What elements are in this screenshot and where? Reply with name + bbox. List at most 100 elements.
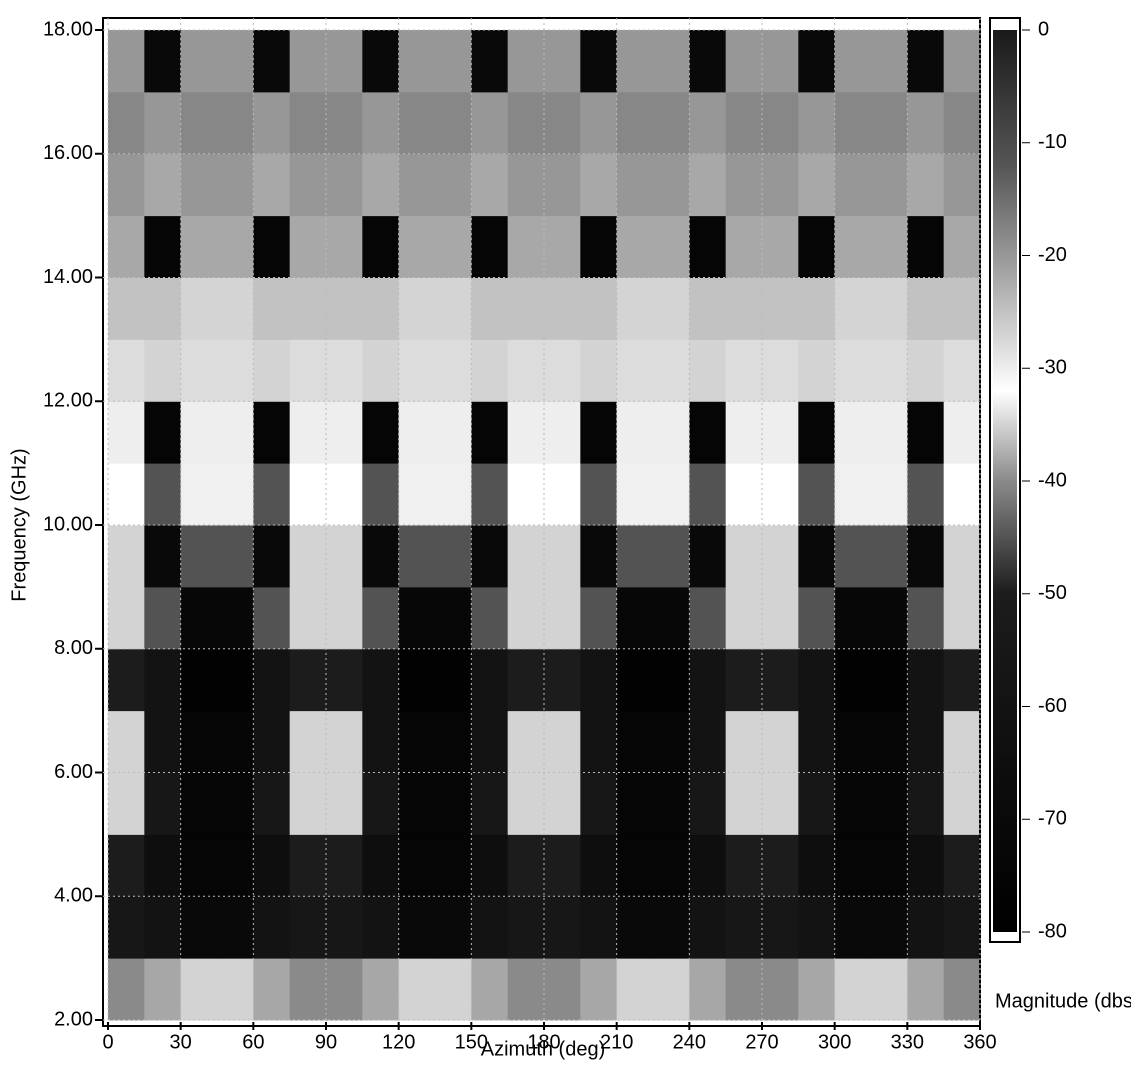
heatmap-cell: [362, 30, 400, 93]
heatmap-cell: [762, 91, 799, 155]
heatmap-cell: [471, 401, 509, 464]
heatmap-cell: [507, 834, 545, 897]
heatmap-cell: [471, 525, 509, 588]
heatmap-cell: [326, 834, 363, 897]
heatmap-cell: [544, 648, 581, 712]
colorbar-tick-label: -60: [1038, 695, 1067, 717]
heatmap-cell: [871, 339, 908, 402]
heatmap-cell: [180, 525, 218, 588]
heatmap-cell: [943, 896, 981, 959]
colorbar-tick-label: 0: [1038, 18, 1049, 40]
heatmap-cell: [180, 277, 218, 340]
heatmap-cell: [253, 772, 291, 835]
heatmap-cell: [398, 277, 436, 340]
y-tick-label: 8.00: [54, 637, 93, 659]
heatmap-cell: [907, 30, 945, 93]
heatmap-cell: [144, 834, 182, 897]
heatmap-cell: [289, 463, 327, 526]
heatmap-cell: [144, 958, 182, 1021]
heatmap-cell: [217, 30, 254, 93]
heatmap-cell: [435, 586, 472, 650]
heatmap-cell: [725, 525, 763, 588]
heatmap-cell: [616, 710, 654, 773]
heatmap-cell: [144, 339, 182, 402]
heatmap-cell: [253, 401, 291, 464]
heatmap-cell: [580, 958, 618, 1021]
heatmap-cell: [217, 586, 254, 650]
heatmap-cell: [616, 153, 654, 217]
heatmap-cell: [471, 958, 509, 1021]
heatmap-cell: [253, 463, 291, 526]
heatmap-cell: [507, 277, 545, 340]
heatmap-cell: [580, 525, 618, 588]
heatmap-cell: [580, 463, 618, 526]
heatmap-cell: [144, 91, 182, 155]
heatmap-cell: [471, 215, 509, 278]
heatmap-cell: [362, 463, 400, 526]
heatmap-cell: [943, 91, 981, 155]
heatmap-cell: [471, 896, 509, 959]
heatmap-cell: [326, 896, 363, 959]
x-tick-label: 30: [170, 1031, 192, 1053]
heatmap-cell: [253, 586, 291, 650]
heatmap-cell: [507, 30, 545, 93]
heatmap-cell: [108, 339, 145, 402]
heatmap-cell: [762, 153, 799, 217]
heatmap-cell: [616, 896, 654, 959]
heatmap-cell: [580, 648, 618, 712]
heatmap-cell: [871, 30, 908, 93]
heatmap-cell: [471, 30, 509, 93]
heatmap-cell: [871, 463, 908, 526]
colorbar-tick-label: -40: [1038, 469, 1067, 491]
heatmap-cell: [144, 153, 182, 217]
heatmap-cell: [108, 896, 145, 959]
heatmap-cell: [616, 834, 654, 897]
heatmap-cell: [362, 339, 400, 402]
x-axis-label: Azimuth (deg): [481, 1038, 606, 1060]
x-tick-label: 60: [242, 1031, 264, 1053]
y-tick-label: 2.00: [54, 1008, 93, 1030]
heatmap-cell: [362, 710, 400, 773]
heatmap-cell: [871, 586, 908, 650]
heatmap-cell: [689, 463, 727, 526]
heatmap-cell: [253, 215, 291, 278]
heatmap-cell: [725, 153, 763, 217]
heatmap-cell: [943, 153, 981, 217]
heatmap-cell: [180, 401, 218, 464]
heatmap-cell: [108, 834, 145, 897]
heatmap-cell: [798, 91, 836, 155]
heatmap-cell: [217, 710, 254, 773]
heatmap-cell: [580, 586, 618, 650]
heatmap-cell: [653, 525, 690, 588]
heatmap-cell: [507, 215, 545, 278]
heatmap-cell: [144, 463, 182, 526]
heatmap-cell: [798, 30, 836, 93]
heatmap-cell: [616, 339, 654, 402]
heatmap-cell: [689, 30, 727, 93]
heatmap-cell: [289, 215, 327, 278]
heatmap-cell: [217, 215, 254, 278]
heatmap-cell: [834, 772, 872, 835]
heatmap-cell: [180, 463, 218, 526]
heatmap-cell: [871, 896, 908, 959]
heatmap-cell: [398, 896, 436, 959]
heatmap-cell: [108, 710, 145, 773]
heatmap-cell: [180, 153, 218, 217]
x-tick-label: 0: [102, 1031, 113, 1053]
x-tick-label: 240: [673, 1031, 706, 1053]
heatmap-cell: [108, 586, 145, 650]
heatmap-cell: [762, 215, 799, 278]
heatmap-cell: [471, 277, 509, 340]
heatmap-cell: [471, 153, 509, 217]
heatmap-cell: [253, 91, 291, 155]
heatmap-cell: [398, 586, 436, 650]
heatmap-cell: [108, 958, 145, 1021]
y-axis-label: Frequency (GHz): [8, 448, 30, 601]
heatmap-cell: [180, 339, 218, 402]
heatmap-cell: [217, 834, 254, 897]
heatmap-cell: [798, 339, 836, 402]
heatmap-cell: [834, 215, 872, 278]
heatmap-cell: [326, 525, 363, 588]
heatmap-cell: [689, 586, 727, 650]
heatmap-cell: [762, 896, 799, 959]
